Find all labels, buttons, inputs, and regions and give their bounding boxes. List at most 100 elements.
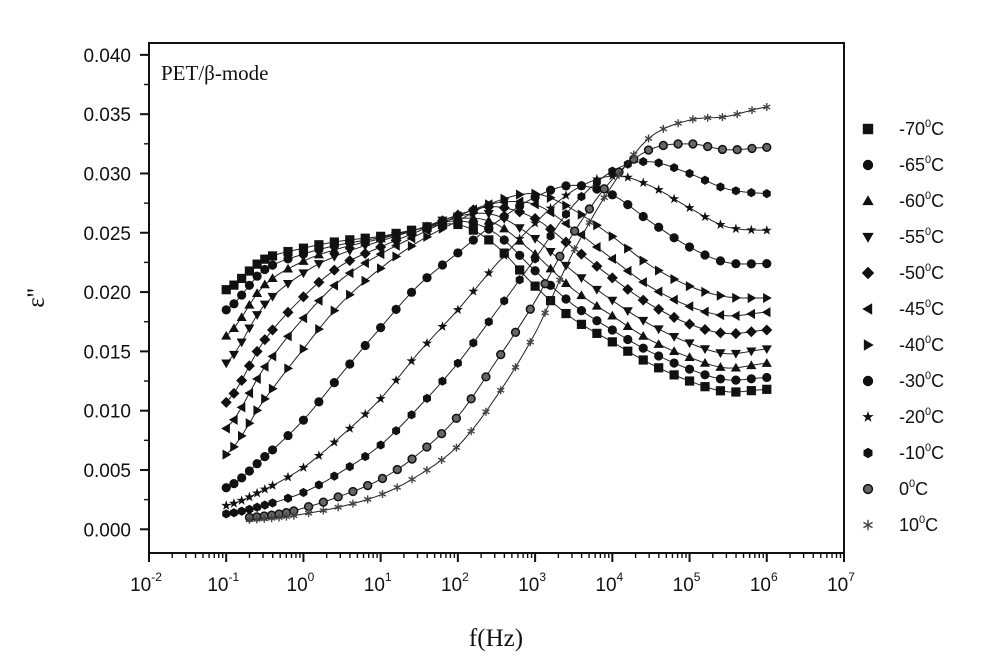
legend-marker (862, 232, 874, 243)
data-point (260, 254, 270, 264)
legend-item: 100C (863, 514, 938, 535)
legend-marker (862, 375, 874, 387)
data-point (297, 291, 309, 303)
data-point (298, 462, 309, 472)
data-point (437, 217, 447, 229)
y-tick-label: 0.000 (83, 520, 131, 541)
x-tick-label: 107 (827, 570, 855, 596)
legend-item: -200C (862, 406, 944, 427)
legend-label: -500C (899, 262, 944, 283)
data-point (592, 328, 602, 338)
data-point (730, 328, 742, 340)
data-point (576, 274, 587, 284)
data-point (284, 493, 292, 503)
data-point (576, 319, 587, 329)
data-point (267, 273, 278, 283)
series-line (249, 143, 767, 518)
data-point (252, 311, 263, 320)
series--40 (222, 188, 772, 460)
data-point (654, 351, 664, 361)
data-point (584, 204, 595, 214)
data-point (453, 248, 463, 258)
data-point (762, 372, 772, 383)
data-point (236, 338, 247, 348)
data-point (408, 475, 416, 484)
data-point (228, 350, 240, 360)
data-point (378, 490, 387, 499)
data-point (298, 243, 309, 253)
data-point (715, 386, 726, 396)
data-point (221, 483, 231, 493)
data-point (282, 512, 291, 521)
data-point (243, 360, 255, 372)
data-point (252, 259, 262, 269)
data-point (334, 503, 342, 512)
data-point (361, 451, 370, 462)
data-point (576, 290, 587, 300)
data-point (499, 235, 509, 245)
data-point (267, 480, 278, 490)
data-point (638, 211, 648, 222)
data-point (298, 313, 308, 324)
data-point (313, 260, 324, 269)
data-point (592, 316, 602, 326)
series-line (225, 212, 767, 364)
data-point (546, 231, 555, 241)
data-point (718, 113, 727, 122)
data-point (392, 426, 401, 436)
data-point (623, 346, 633, 356)
data-point (546, 192, 556, 203)
data-point (259, 361, 269, 372)
x-tick-label: 10-2 (130, 570, 162, 596)
data-point (244, 491, 255, 502)
data-point (624, 243, 633, 254)
data-point (376, 263, 386, 274)
data-point (253, 405, 263, 416)
x-tick-label: 103 (518, 570, 546, 596)
x-tick-label: 101 (364, 570, 392, 596)
data-point (637, 294, 649, 306)
data-point (569, 226, 580, 236)
series-line (249, 106, 767, 521)
data-point (260, 264, 270, 275)
data-point (500, 296, 509, 306)
data-point (344, 423, 355, 433)
legend-label: -200C (899, 406, 944, 427)
data-point (715, 374, 726, 384)
legend-label: -400C (899, 334, 944, 355)
data-point (375, 249, 385, 260)
data-point (329, 253, 340, 262)
data-point (515, 250, 525, 260)
data-point (244, 388, 254, 399)
data-point (237, 430, 247, 441)
data-point (607, 190, 617, 200)
data-point (260, 452, 270, 462)
legend-item: -450C (862, 298, 944, 319)
data-point (298, 269, 309, 279)
data-point (700, 382, 710, 392)
data-point (699, 323, 711, 336)
data-point (669, 370, 679, 380)
y-tick-label: 0.040 (83, 46, 131, 67)
data-point (230, 441, 240, 452)
data-point (244, 466, 254, 476)
data-point (654, 158, 663, 168)
data-point (638, 343, 648, 353)
data-point (669, 358, 679, 368)
data-point (363, 495, 372, 504)
x-tick-label: 100 (287, 570, 315, 596)
data-point (761, 324, 773, 336)
data-point (560, 218, 570, 229)
data-point (653, 339, 664, 348)
legend-marker (862, 123, 874, 135)
data-point (658, 140, 668, 151)
data-point (761, 345, 772, 355)
y-tick-label: 0.035 (83, 105, 131, 126)
data-point (329, 377, 339, 388)
data-point (500, 193, 510, 204)
x-tick-label: 104 (595, 570, 623, 596)
data-point (685, 168, 694, 179)
data-point (282, 263, 294, 273)
legend-marker (863, 339, 874, 351)
data-point (499, 223, 510, 233)
